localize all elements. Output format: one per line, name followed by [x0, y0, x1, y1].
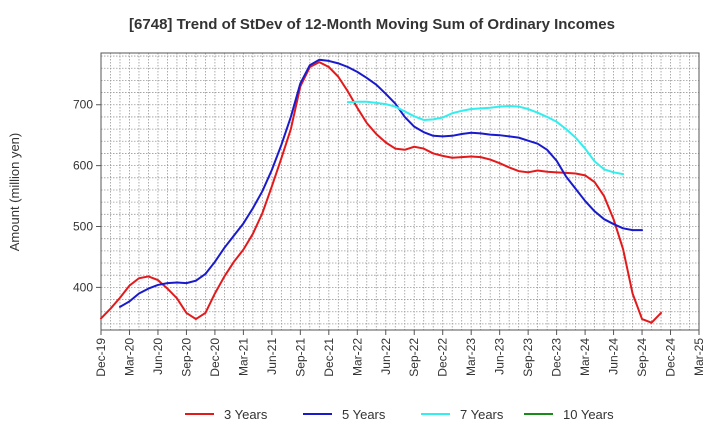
x-tick-label: Jun-20: [151, 338, 165, 375]
y-tick-label: 700: [73, 98, 93, 112]
x-tick-label: Sep-24: [635, 338, 649, 377]
series-line-7-years: [346, 100, 625, 176]
plot-frame: [100, 52, 700, 331]
legend-label-3-years: 3 Years: [224, 407, 268, 422]
x-tick-label: Sep-23: [521, 338, 535, 377]
x-tick-label: Mar-24: [578, 338, 592, 376]
legend: 3 Years 5 Years 7 Years 10 Years: [185, 407, 614, 422]
legend-label-10-years: 10 Years: [563, 407, 614, 422]
x-tick-label: Jun-22: [379, 338, 393, 375]
x-tick-label: Dec-23: [550, 338, 564, 377]
x-tick-label: Mar-20: [122, 338, 136, 376]
x-tick-label: Sep-22: [407, 338, 421, 377]
x-axis: Dec-19 Mar-20 Jun-20 Sep-20 Dec-20 Mar-21 Jun-…: [94, 330, 706, 377]
x-tick-label: Sep-20: [179, 338, 193, 377]
x-tick-label: Jun-24: [607, 338, 621, 375]
x-tick-label: Dec-19: [94, 338, 108, 377]
x-tick-label: Dec-21: [322, 338, 336, 377]
x-tick-label: Dec-20: [208, 338, 222, 377]
series-line-3-years: [100, 61, 663, 324]
legend-label-7-years: 7 Years: [460, 407, 504, 422]
legend-label-5-years: 5 Years: [342, 407, 386, 422]
chart-title: [6748] Trend of StDev of 12-Month Moving…: [129, 16, 615, 33]
y-axis: 400 500 600 700: [73, 98, 101, 294]
x-tick-label: Mar-23: [464, 338, 478, 376]
y-tick-label: 600: [73, 159, 93, 173]
grid-layer: [101, 53, 699, 330]
x-tick-label: Jun-21: [265, 338, 279, 375]
y-tick-label: 400: [73, 280, 93, 294]
x-tick-label: Dec-24: [664, 338, 678, 377]
x-tick-label: Mar-22: [350, 338, 364, 376]
y-axis-label: Amount (million yen): [7, 133, 22, 252]
x-tick-label: Dec-22: [436, 338, 450, 377]
series-line-5-years: [118, 58, 644, 308]
y-tick-label: 500: [73, 220, 93, 234]
x-tick-label: Jun-23: [493, 338, 507, 375]
x-tick-label: Mar-21: [236, 338, 250, 376]
x-tick-label: Mar-25: [692, 338, 706, 376]
series-layer: [100, 58, 663, 324]
x-tick-label: Sep-21: [293, 338, 307, 377]
